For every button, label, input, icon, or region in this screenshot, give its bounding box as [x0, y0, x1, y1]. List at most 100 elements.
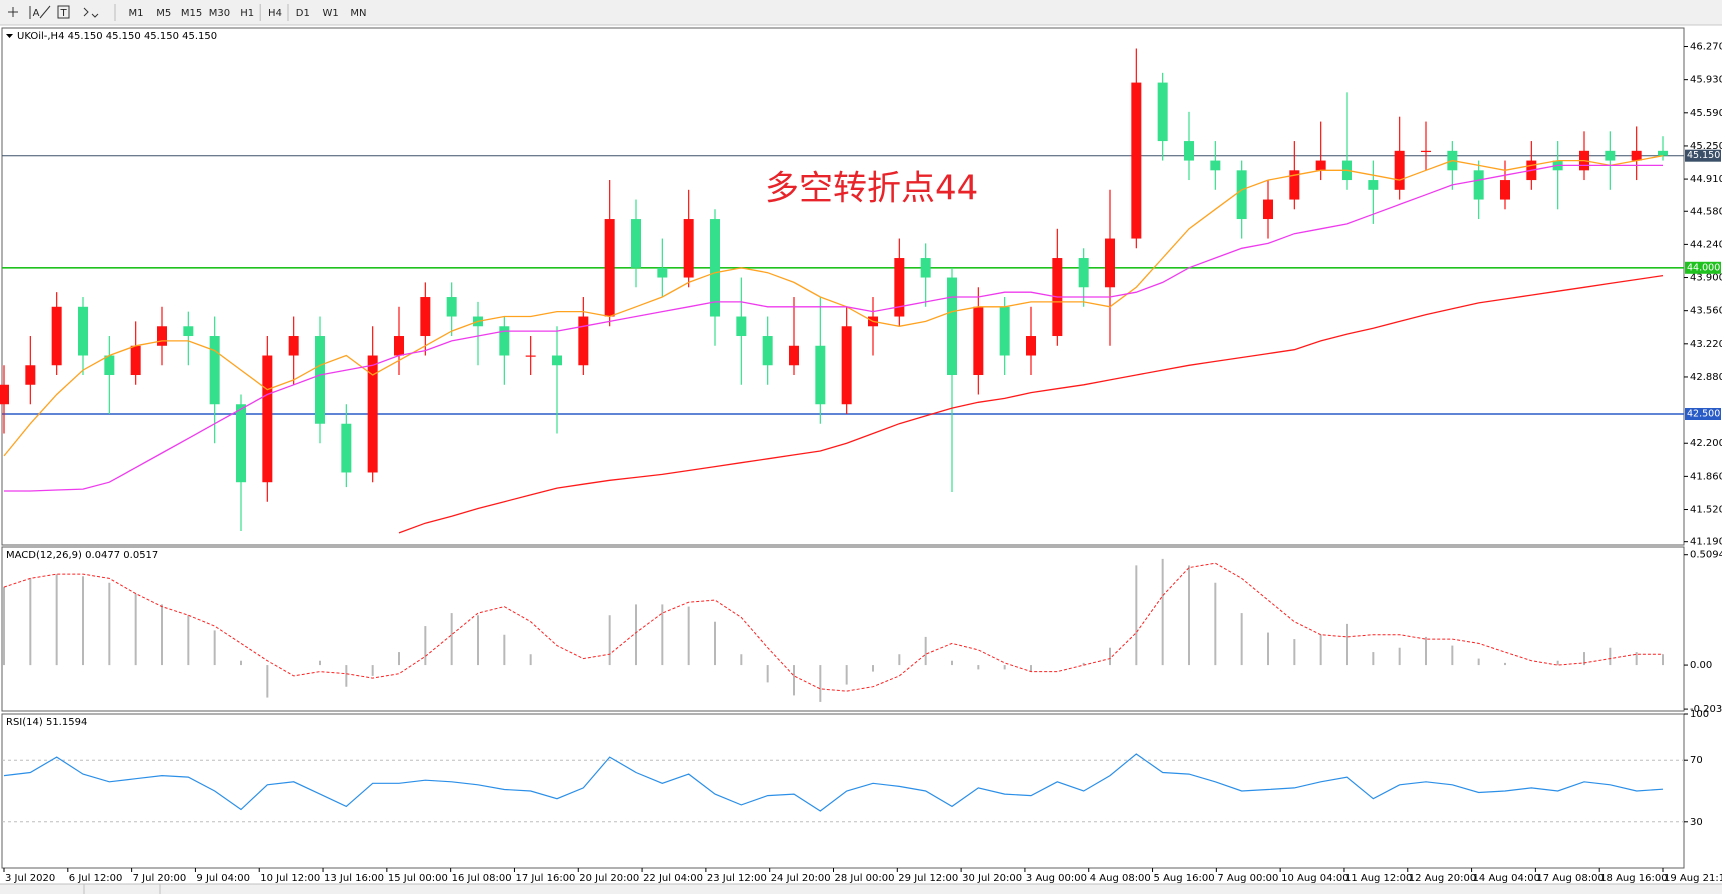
candle-body — [1263, 199, 1273, 220]
panel-frame — [1, 546, 1685, 712]
candle-body — [446, 297, 457, 317]
candle-body — [1236, 170, 1247, 220]
timeframe-button[interactable]: H1 — [240, 8, 254, 19]
x-tick-label: 22 Jul 04:00 — [643, 873, 703, 884]
timeframe-button[interactable]: M5 — [156, 8, 171, 19]
price-level-label: 42.500 — [1687, 408, 1720, 419]
y-tick-label: 0.00 — [1690, 660, 1712, 671]
x-tick-label: 17 Aug 08:00 — [1536, 873, 1603, 884]
candle-body — [1026, 336, 1036, 356]
x-tick-label: 3 Aug 00:00 — [1026, 873, 1087, 884]
panel-title: RSI(14) 51.1594 — [6, 717, 87, 728]
candle-body — [183, 326, 194, 337]
candle-body — [578, 316, 589, 366]
candle-body — [920, 258, 931, 278]
x-tick-label: 12 Aug 20:00 — [1409, 873, 1476, 884]
x-tick-label: 10 Aug 04:00 — [1281, 873, 1348, 884]
shapes-tool[interactable] — [83, 7, 99, 18]
x-tick-label: 20 Jul 20:00 — [579, 873, 639, 884]
timeframe-button[interactable]: M1 — [129, 8, 144, 19]
candle-body — [209, 336, 220, 405]
candle-body — [1500, 180, 1510, 200]
timeframe-button[interactable]: D1 — [296, 8, 310, 19]
y-tick-label: 45.250 — [1690, 141, 1722, 152]
x-tick-label: 23 Jul 12:00 — [707, 873, 767, 884]
candle-body — [1368, 180, 1379, 190]
y-tick-label: 44.580 — [1690, 206, 1722, 217]
candle-body — [841, 326, 852, 405]
price-level-box — [1685, 149, 1721, 162]
drawing-tools[interactable] — [8, 4, 116, 21]
tab-lines — [0, 883, 1722, 894]
candle-body — [1157, 82, 1168, 142]
x-tick-label: 24 Jul 20:00 — [771, 873, 831, 884]
candle-body — [1631, 150, 1642, 161]
candle-body — [604, 219, 615, 317]
x-tick-label: 14 Aug 04:00 — [1473, 873, 1540, 884]
y-tick-label: 70 — [1690, 755, 1703, 766]
candle-body — [710, 219, 720, 317]
candle-body — [341, 423, 352, 473]
candle-body — [288, 336, 299, 356]
x-tick-label: 5 Aug 16:00 — [1154, 873, 1215, 884]
y-tick-label: 45.930 — [1690, 75, 1722, 86]
rsi-line — [3, 753, 1664, 812]
candle-body — [631, 219, 641, 268]
candle-body — [367, 355, 378, 473]
y-tick-label: 43.220 — [1690, 339, 1722, 350]
candle-body — [420, 297, 431, 337]
y-tick-label: 43.900 — [1690, 273, 1722, 284]
y-tick-label: 41.860 — [1690, 471, 1722, 482]
candle-body — [78, 306, 88, 356]
candle-body — [1658, 150, 1668, 156]
candle-body — [1184, 141, 1194, 161]
x-tick-label: 15 Jul 00:00 — [388, 873, 448, 884]
x-tick-label: 16 Jul 08:00 — [452, 873, 512, 884]
candle-body — [1394, 150, 1405, 190]
candle-body — [1473, 170, 1484, 200]
moving-average — [398, 274, 1664, 534]
candle-body — [947, 277, 957, 376]
y-tick-label: 42.200 — [1690, 438, 1722, 449]
y-tick-label: 30 — [1690, 817, 1703, 828]
candle-body — [104, 355, 115, 376]
candle-body — [973, 306, 984, 376]
candle-body — [315, 336, 325, 424]
candle-body — [157, 326, 167, 346]
timeframe-button[interactable]: M30 — [209, 8, 230, 19]
x-tick-label: 3 Jul 2020 — [5, 873, 55, 884]
moving-average — [4, 164, 1663, 492]
macd-signal — [3, 562, 1663, 692]
price-level-box — [1685, 407, 1721, 420]
trendline-tool[interactable] — [39, 5, 51, 19]
candle-body — [1210, 160, 1221, 171]
candle-body — [789, 345, 799, 366]
timeframe-button[interactable]: MN — [350, 8, 366, 19]
candle-body — [894, 258, 905, 317]
panel-frame — [1, 713, 1685, 869]
timeframe-button[interactable]: W1 — [322, 8, 338, 19]
x-tick-label: 19 Aug 21:15 — [1664, 873, 1722, 884]
candle-body — [552, 355, 562, 366]
candle-body — [394, 336, 404, 356]
candle-body — [25, 365, 36, 385]
price-level-box — [1685, 261, 1721, 274]
x-tick-label: 7 Aug 00:00 — [1217, 873, 1278, 884]
candle-body — [815, 345, 826, 405]
candle-body — [1131, 82, 1142, 239]
timeframe-button[interactable]: H4 — [268, 8, 282, 19]
label-tool[interactable] — [57, 5, 70, 19]
candle-body — [683, 219, 694, 278]
candle-body — [762, 336, 773, 366]
text-tool[interactable]: A — [33, 8, 40, 19]
candle-body — [736, 316, 747, 337]
x-tick-label: 6 Jul 12:00 — [69, 873, 123, 884]
y-tick-label: 46.270 — [1690, 42, 1722, 53]
timeframe-button[interactable]: M15 — [181, 8, 202, 19]
y-tick-label: 43.560 — [1690, 306, 1722, 317]
panel-title: MACD(12,26,9) 0.0477 0.0517 — [6, 550, 158, 561]
crosshair-tool[interactable] — [8, 7, 18, 17]
y-tick-label: 42.880 — [1690, 372, 1722, 383]
x-tick-label: 28 Jul 00:00 — [835, 873, 895, 884]
